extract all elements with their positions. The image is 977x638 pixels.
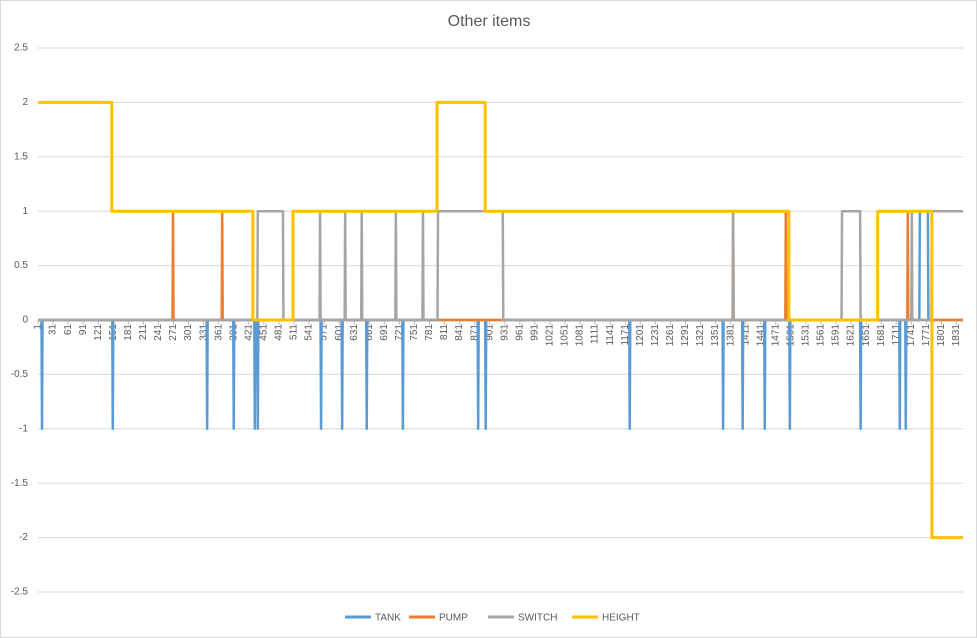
x-tick-label: 421 — [243, 324, 254, 341]
x-tick-label: 331 — [198, 324, 209, 341]
x-tick-label: 1681 — [876, 324, 887, 347]
y-tick-label: -0.5 — [11, 369, 29, 380]
legend-label: TANK — [375, 613, 401, 624]
x-tick-label: 1831 — [951, 324, 962, 347]
x-tick-label: 1291 — [680, 324, 691, 347]
x-tick-label: 1711 — [891, 324, 902, 346]
x-tick-label: 1771 — [921, 324, 932, 347]
x-tick-label: 931 — [499, 324, 510, 341]
y-tick-label: -1 — [19, 423, 28, 434]
x-tick-label: 811 — [439, 324, 450, 340]
x-tick-label: 1621 — [846, 324, 857, 347]
x-tick-label: 301 — [183, 324, 194, 341]
x-tick-label: 1231 — [650, 324, 661, 347]
x-tick-label: 1351 — [710, 324, 721, 347]
legend-label: SWITCH — [518, 613, 557, 624]
y-tick-label: 0 — [22, 315, 28, 326]
x-tick-label: 661 — [364, 324, 375, 341]
x-tick-label: 91 — [78, 324, 89, 336]
x-tick-label: 1 — [33, 324, 44, 330]
x-tick-label: 781 — [424, 324, 435, 341]
x-tick-label: 1381 — [725, 324, 736, 347]
series-line — [38, 100, 963, 540]
x-tick-label: 1741 — [906, 324, 917, 347]
x-tick-label: 1321 — [695, 324, 706, 347]
x-tick-label: 751 — [409, 324, 420, 341]
x-tick-label: 361 — [213, 324, 224, 341]
x-tick-label: 1081 — [575, 324, 586, 347]
y-tick-label: -1.5 — [11, 478, 29, 489]
x-tick-label: 901 — [484, 324, 495, 341]
x-tick-label: 1201 — [635, 324, 646, 347]
x-tick-label: 451 — [258, 324, 269, 341]
x-tick-label: 1261 — [665, 324, 676, 347]
x-tick-label: 721 — [394, 324, 405, 341]
y-tick-label: -2.5 — [11, 587, 29, 598]
x-tick-label: 541 — [304, 324, 315, 341]
x-tick-label: 511 — [289, 324, 300, 340]
x-tick-label: 481 — [274, 324, 285, 341]
x-tick-label: 271 — [168, 324, 179, 341]
x-tick-label: 211 — [138, 324, 149, 340]
x-tick-label: 241 — [153, 324, 164, 341]
y-tick-label: 2 — [22, 97, 28, 108]
x-tick-label: 1471 — [770, 324, 781, 347]
y-tick-label: 2.5 — [14, 43, 28, 54]
x-tick-label: 1111 — [590, 324, 601, 344]
x-tick-label: 631 — [349, 324, 360, 341]
x-tick-label: 961 — [514, 324, 525, 341]
x-tick-label: 571 — [319, 324, 330, 341]
x-tick-label: 31 — [48, 324, 59, 336]
x-tick-label: 1141 — [605, 324, 616, 346]
x-tick-label: 991 — [530, 324, 541, 341]
x-tick-label: 1651 — [861, 324, 872, 347]
x-tick-label: 1021 — [545, 324, 556, 347]
x-tick-label: 121 — [93, 324, 104, 341]
x-tick-label: 1561 — [816, 324, 827, 347]
y-tick-label: 1 — [22, 206, 28, 217]
x-tick-label: 691 — [379, 324, 390, 341]
y-tick-label: -2 — [19, 532, 28, 543]
chart-title: Other items — [448, 13, 531, 30]
x-tick-label: 1171 — [620, 324, 631, 346]
x-tick-label: 1051 — [560, 324, 571, 347]
x-tick-label: 1531 — [801, 324, 812, 347]
x-tick-label: 841 — [454, 324, 465, 341]
x-tick-label: 1591 — [831, 324, 842, 347]
legend-label: HEIGHT — [602, 613, 640, 624]
legend-label: PUMP — [439, 613, 468, 624]
x-tick-label: 181 — [123, 324, 134, 341]
x-tick-label: 871 — [469, 324, 480, 341]
x-tick-label: 1441 — [755, 324, 766, 347]
x-tick-label: 61 — [63, 324, 74, 336]
x-tick-label: 601 — [334, 324, 345, 341]
y-tick-label: 1.5 — [14, 151, 28, 162]
x-tick-label: 1411 — [740, 324, 751, 346]
x-tick-label: 1801 — [936, 324, 947, 347]
y-tick-label: 0.5 — [14, 260, 28, 271]
